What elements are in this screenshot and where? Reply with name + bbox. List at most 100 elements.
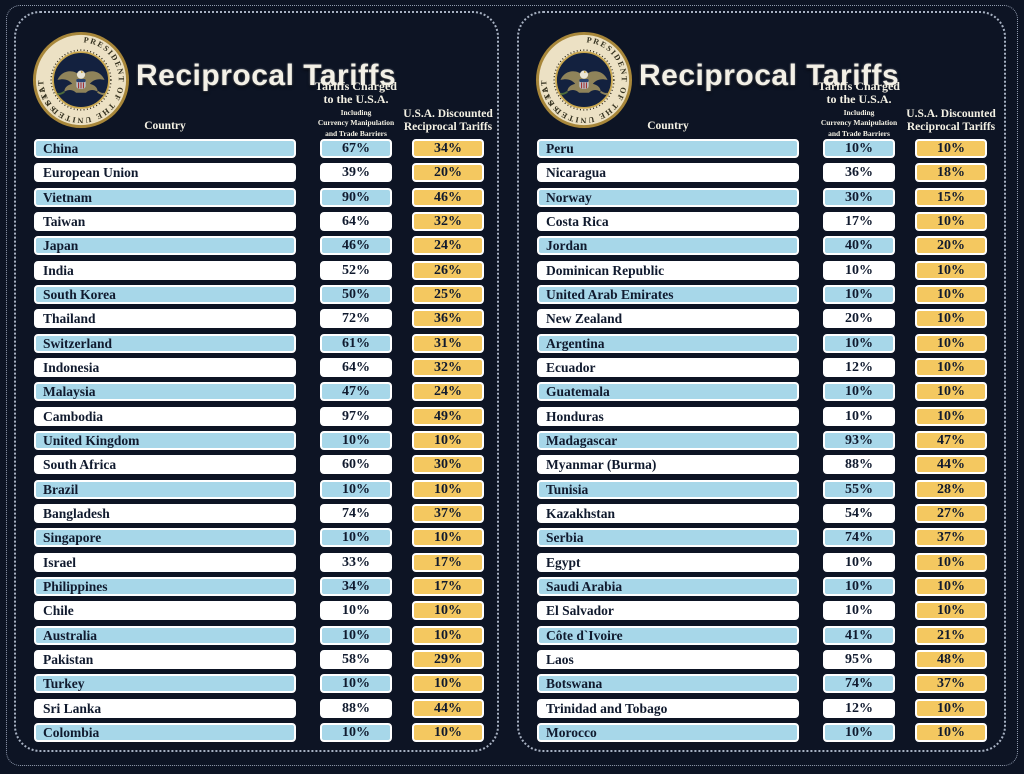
charged-cell: 54%	[823, 503, 895, 523]
presidential-seal-icon	[32, 31, 130, 129]
discounted-cell: 49%	[412, 406, 484, 426]
table-row: El Salvador 10% 10%	[537, 601, 987, 621]
table-row: Egypt 10% 10%	[537, 552, 987, 572]
discounted-cell: 37%	[915, 674, 987, 694]
column-header-country: Country	[647, 120, 689, 132]
charged-cell: 17%	[823, 211, 895, 231]
table-row: Switzerland 61% 31%	[34, 333, 484, 353]
table-row: Pakistan 58% 29%	[34, 649, 484, 669]
charged-cell: 40%	[823, 236, 895, 256]
panel-left: Reciprocal Tariffs Country Tariffs Charg…	[14, 11, 499, 752]
discounted-cell: 28%	[915, 479, 987, 499]
country-cell: Taiwan	[34, 211, 296, 231]
discounted-cell: 10%	[915, 333, 987, 353]
charged-cell: 10%	[320, 674, 392, 694]
charged-cell: 47%	[320, 382, 392, 402]
discounted-cell: 10%	[915, 576, 987, 596]
country-cell: India	[34, 260, 296, 280]
charged-cell: 90%	[320, 187, 392, 207]
table-row: South Korea 50% 25%	[34, 284, 484, 304]
table-row: New Zealand 20% 10%	[537, 309, 987, 329]
discounted-cell: 25%	[412, 284, 484, 304]
panel-right: Reciprocal Tariffs Country Tariffs Charg…	[517, 11, 1006, 752]
discounted-cell: 10%	[915, 406, 987, 426]
table-row: Cambodia 97% 49%	[34, 406, 484, 426]
charged-cell: 88%	[823, 455, 895, 475]
charged-cell: 55%	[823, 479, 895, 499]
country-cell: Philippines	[34, 576, 296, 596]
country-cell: United Kingdom	[34, 430, 296, 450]
country-cell: Côte d`Ivoire	[537, 625, 799, 645]
discounted-cell: 37%	[412, 503, 484, 523]
table-row: Sri Lanka 88% 44%	[34, 698, 484, 718]
table-row: Myanmar (Burma) 88% 44%	[537, 455, 987, 475]
discounted-cell: 10%	[915, 552, 987, 572]
table-row: Brazil 10% 10%	[34, 479, 484, 499]
table-row: Peru 10% 10%	[537, 139, 987, 158]
charged-cell: 58%	[320, 649, 392, 669]
table-row: India 52% 26%	[34, 260, 484, 280]
country-cell: Laos	[537, 649, 799, 669]
country-cell: Indonesia	[34, 357, 296, 377]
discounted-cell: 10%	[915, 211, 987, 231]
discounted-cell: 17%	[412, 552, 484, 572]
table-row: Kazakhstan 54% 27%	[537, 503, 987, 523]
country-cell: Cambodia	[34, 406, 296, 426]
charged-cell: 10%	[823, 382, 895, 402]
table-row: Ecuador 12% 10%	[537, 357, 987, 377]
table-row: Singapore 10% 10%	[34, 528, 484, 548]
discounted-cell: 10%	[412, 722, 484, 742]
charged-cell: 36%	[823, 163, 895, 183]
column-header-discounted: U.S.A. Discounted Reciprocal Tariffs	[906, 108, 996, 133]
country-cell: Peru	[537, 139, 799, 158]
charged-cell: 10%	[320, 430, 392, 450]
charged-cell: 10%	[823, 722, 895, 742]
table-row: Madagascar 93% 47%	[537, 430, 987, 450]
tariff-table-page-1: China 67% 34% European Union 39% 20% Vie…	[34, 139, 484, 742]
charged-cell: 60%	[320, 455, 392, 475]
charged-cell: 10%	[320, 722, 392, 742]
discounted-cell: 10%	[412, 479, 484, 499]
country-cell: New Zealand	[537, 309, 799, 329]
country-cell: Switzerland	[34, 333, 296, 353]
table-row: Botswana 74% 37%	[537, 674, 987, 694]
table-row: China 67% 34%	[34, 139, 484, 158]
table-row: Costa Rica 17% 10%	[537, 211, 987, 231]
tariff-table-page-2: Peru 10% 10% Nicaragua 36% 18% Norway 30…	[537, 139, 987, 742]
charged-cell: 64%	[320, 357, 392, 377]
column-header-charged: Tariffs Charged to the U.S.A. Including …	[818, 79, 900, 138]
country-cell: Tunisia	[537, 479, 799, 499]
charged-cell: 50%	[320, 284, 392, 304]
table-row: European Union 39% 20%	[34, 163, 484, 183]
discounted-cell: 27%	[915, 503, 987, 523]
page-title: Reciprocal Tariffs	[136, 59, 397, 92]
discounted-cell: 10%	[412, 625, 484, 645]
charged-cell: 88%	[320, 698, 392, 718]
charged-cell: 74%	[823, 674, 895, 694]
country-cell: Norway	[537, 187, 799, 207]
table-row: Tunisia 55% 28%	[537, 479, 987, 499]
table-row: Côte d`Ivoire 41% 21%	[537, 625, 987, 645]
column-header-discounted: U.S.A. Discounted Reciprocal Tariffs	[403, 108, 493, 133]
country-cell: Bangladesh	[34, 503, 296, 523]
country-cell: Japan	[34, 236, 296, 256]
charged-cell: 64%	[320, 211, 392, 231]
presidential-seal-icon	[535, 31, 633, 129]
discounted-cell: 24%	[412, 382, 484, 402]
charged-cell: 10%	[823, 260, 895, 280]
country-cell: United Arab Emirates	[537, 284, 799, 304]
country-cell: Madagascar	[537, 430, 799, 450]
charged-cell: 20%	[823, 309, 895, 329]
charged-cell: 33%	[320, 552, 392, 572]
country-cell: Dominican Republic	[537, 260, 799, 280]
charged-cell: 61%	[320, 333, 392, 353]
charged-cell: 46%	[320, 236, 392, 256]
discounted-cell: 32%	[412, 357, 484, 377]
country-cell: Brazil	[34, 479, 296, 499]
discounted-cell: 10%	[412, 601, 484, 621]
table-row: Colombia 10% 10%	[34, 722, 484, 742]
discounted-cell: 47%	[915, 430, 987, 450]
table-row: United Kingdom 10% 10%	[34, 430, 484, 450]
country-cell: Nicaragua	[537, 163, 799, 183]
charged-cell: 67%	[320, 139, 392, 158]
